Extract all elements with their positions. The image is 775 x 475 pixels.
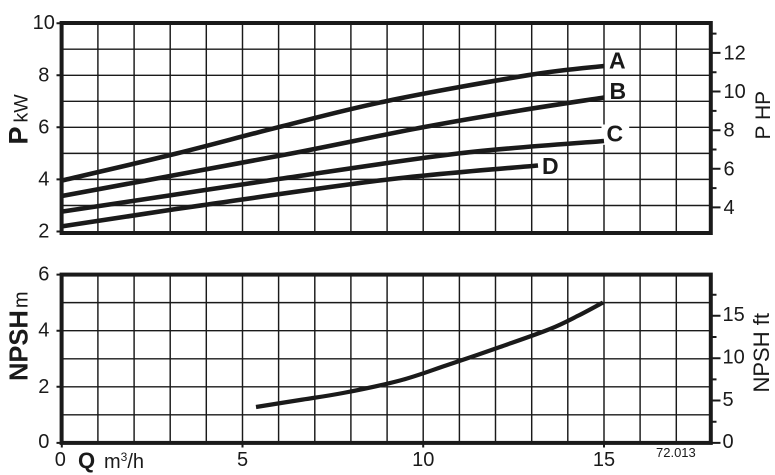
svg-text:10: 10: [412, 449, 434, 471]
svg-text:6: 6: [724, 158, 735, 180]
svg-text:10: 10: [723, 346, 745, 368]
svg-text:D: D: [542, 153, 559, 179]
svg-text:2: 2: [38, 221, 49, 243]
svg-text:C: C: [607, 121, 624, 147]
svg-text:Q: Q: [78, 448, 95, 473]
svg-text:6: 6: [38, 264, 49, 286]
svg-text:8: 8: [38, 64, 49, 86]
svg-text:72.013: 72.013: [656, 445, 696, 460]
svg-text:B: B: [610, 78, 627, 104]
svg-text:10: 10: [33, 12, 55, 34]
svg-text:2: 2: [38, 376, 49, 398]
svg-text:5: 5: [723, 389, 734, 411]
svg-text:0: 0: [38, 431, 49, 453]
svg-text:4: 4: [38, 320, 49, 342]
svg-text:6: 6: [38, 116, 49, 138]
svg-text:15: 15: [593, 449, 615, 471]
svg-text:P HP: P HP: [752, 91, 775, 140]
svg-text:4: 4: [38, 168, 49, 190]
svg-text:10: 10: [724, 81, 746, 103]
svg-text:12: 12: [724, 42, 746, 64]
svg-text:NPSHm: NPSHm: [6, 291, 34, 381]
svg-text:4: 4: [724, 197, 735, 219]
svg-text:0: 0: [55, 449, 66, 471]
svg-text:m3/h: m3/h: [104, 450, 144, 473]
svg-text:NPSH ft: NPSH ft: [749, 313, 774, 392]
svg-text:5: 5: [237, 449, 248, 471]
svg-text:A: A: [609, 48, 626, 74]
svg-text:15: 15: [723, 304, 745, 326]
svg-text:0: 0: [723, 431, 734, 453]
svg-text:8: 8: [724, 120, 735, 142]
